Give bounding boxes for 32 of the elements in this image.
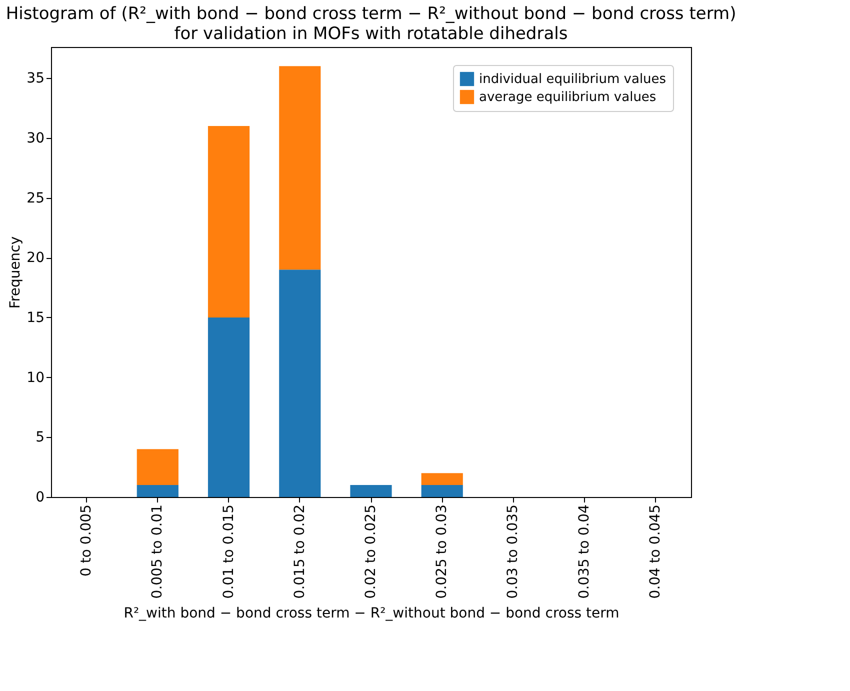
y-tick-label: 10 [26, 370, 44, 386]
x-axis-title: R²_with bond − bond cross term − R²_without bond − bond cross term [124, 606, 620, 622]
bar [279, 66, 321, 270]
bar [350, 485, 392, 497]
bar [279, 270, 321, 497]
x-tick-label: 0.04 to 0.045 [647, 504, 664, 599]
bar [136, 449, 178, 486]
x-tick-label: 0.02 to 0.025 [363, 504, 379, 599]
bar [136, 485, 178, 497]
bar [421, 485, 463, 497]
y-tick-label: 15 [26, 310, 44, 326]
x-tick-label: 0.025 to 0.03 [434, 504, 450, 599]
bar [208, 126, 250, 318]
x-tick-label: 0 to 0.005 [78, 504, 95, 576]
x-tick-label: 0.03 to 0.035 [505, 504, 522, 599]
x-tick-label: 0.01 to 0.015 [220, 504, 237, 599]
chart-title: Histogram of (R²_with bond − bond cross term − R²_without bond − bond cross term) [6, 4, 736, 24]
y-tick-label: 35 [26, 70, 44, 87]
x-tick-label: 0.015 to 0.02 [292, 504, 308, 599]
x-tick-label: 0.005 to 0.01 [150, 504, 166, 599]
x-tick-label: 0.035 to 0.04 [576, 504, 592, 599]
bar [208, 317, 250, 497]
y-tick-label: 25 [26, 190, 44, 206]
legend-label: individual equilibrium values [479, 72, 666, 87]
y-tick-label: 5 [36, 430, 44, 446]
chart-subtitle: for validation in MOFs with rotatable dihedrals [174, 24, 568, 44]
legend-label: average equilibrium values [479, 90, 656, 105]
bar [421, 473, 463, 486]
y-tick-label: 0 [36, 490, 44, 506]
y-axis-title: Frequency [8, 236, 24, 309]
y-tick-label: 20 [26, 250, 44, 266]
y-tick-label: 30 [26, 130, 44, 146]
